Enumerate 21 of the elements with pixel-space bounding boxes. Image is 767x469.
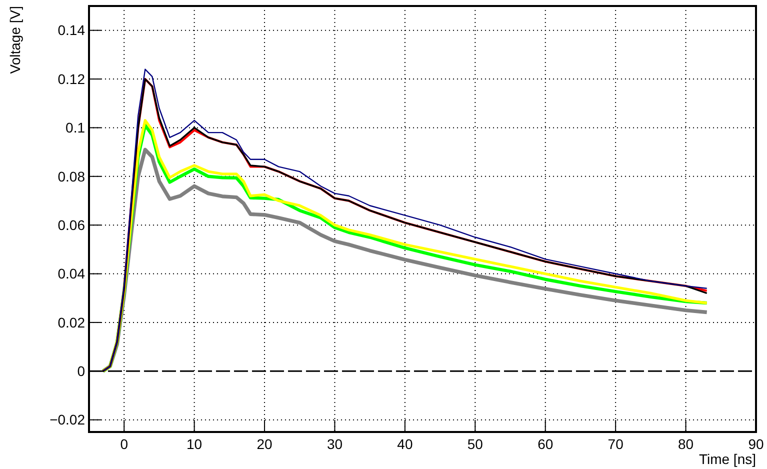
y-tick-label: 0.12 <box>58 70 86 87</box>
x-tick-label: 50 <box>467 436 484 452</box>
x-tick-label: 40 <box>397 436 413 452</box>
x-tick-label: 60 <box>538 436 554 452</box>
y-axis-title: Voltage [V] <box>7 6 23 74</box>
x-tick-label: 30 <box>326 436 343 452</box>
y-tick-label: −0.02 <box>50 412 86 428</box>
y-tick-label: 0.1 <box>66 120 86 136</box>
y-tick-label: 0.08 <box>58 168 86 184</box>
y-tick-label: 0.06 <box>58 216 86 233</box>
x-tick-label: 10 <box>186 436 202 452</box>
y-tick-label: 0.02 <box>58 314 86 330</box>
x-tick-label: 90 <box>748 436 764 452</box>
y-tick-label: 0.14 <box>58 22 86 38</box>
x-tick-label: 70 <box>608 436 624 452</box>
x-tick-label: 0 <box>120 436 128 452</box>
y-tick-label: 0 <box>77 363 86 380</box>
x-axis-title: Time [ns] <box>698 451 756 467</box>
x-tick-label: 20 <box>256 436 273 452</box>
y-tick-label: 0.04 <box>58 266 86 282</box>
x-tick-label: 80 <box>678 436 694 452</box>
